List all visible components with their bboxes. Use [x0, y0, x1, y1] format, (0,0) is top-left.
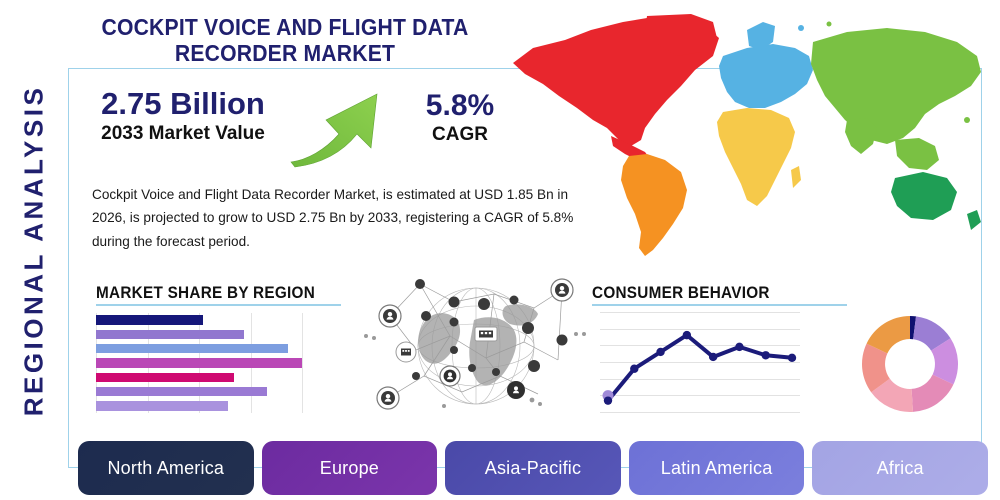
donut-segment: [910, 316, 917, 340]
network-node: [448, 296, 460, 308]
region-button-bar: North America Europe Asia-Pacific Latin Ame…: [78, 441, 988, 495]
server-node: [474, 326, 498, 342]
bar-chart-bar: [96, 358, 302, 368]
market-value-caption: 2033 Market Value: [101, 122, 265, 144]
map-region-uk: [721, 68, 735, 84]
network-node: [492, 368, 500, 376]
network-node: [376, 386, 400, 410]
bar-chart-gridline: [302, 313, 303, 413]
map-island: [964, 117, 970, 123]
line-chart-marker: [656, 347, 665, 357]
bar-chart-bar: [96, 315, 204, 325]
bar-chart-bar: [96, 329, 245, 340]
side-label-text: REGIONAL ANALYSIS: [18, 84, 49, 416]
network-node: [421, 311, 431, 321]
network-node: [507, 381, 525, 399]
map-region-asia: [811, 28, 981, 144]
line-chart-gridline: [600, 412, 800, 413]
network-node: [556, 334, 568, 346]
cagr-value: 5.8%: [425, 89, 495, 122]
growth-arrow-icon: [290, 93, 378, 168]
map-region-europe: [719, 44, 813, 108]
line-chart-gridline: [600, 378, 800, 380]
network-node: [522, 322, 534, 334]
global-network-icon: [364, 278, 586, 410]
line-chart-gridline: [600, 328, 800, 330]
network-node: [415, 279, 425, 289]
server-node: [395, 341, 417, 363]
line-chart-plot: [602, 330, 797, 405]
region-button-asia-pacific[interactable]: Asia-Pacific: [445, 441, 621, 495]
donut-segment: [866, 316, 910, 354]
map-region-africa: [717, 108, 795, 206]
map-region-australia: [891, 172, 957, 220]
line-chart-marker: [761, 351, 770, 360]
donut-segment: [931, 338, 958, 385]
map-region-southeast-asia: [895, 138, 939, 170]
consumer-behavior-title-rule: [592, 304, 847, 306]
market-segment-donut-chart: [862, 316, 958, 412]
donut-segment: [911, 374, 954, 412]
donut-segment: [871, 378, 914, 412]
market-value: 2.75 Billion: [101, 86, 265, 121]
network-node: [450, 346, 458, 354]
line-chart-gridline: [600, 395, 800, 397]
line-chart-gridline: [600, 362, 800, 363]
consumer-behavior-section-title: CONSUMER BEHAVIOR: [592, 283, 770, 302]
bar-chart-bar: [96, 372, 235, 383]
network-node: [439, 365, 461, 387]
regional-analysis-side-label: REGIONAL ANALYSIS: [8, 0, 60, 500]
bar-chart-bar: [96, 386, 267, 397]
map-region-greenland: [645, 14, 717, 56]
map-island: [798, 25, 804, 31]
network-node: [412, 372, 420, 380]
network-node: [509, 295, 519, 305]
market-share-section-title: MARKET SHARE BY REGION: [96, 283, 316, 302]
cagr-caption: CAGR: [432, 123, 488, 145]
consumer-behavior-line-chart: [600, 312, 800, 413]
market-value-block: 2.75 Billion 2033 Market Value: [88, 86, 278, 145]
page-title: COCKPIT VOICE AND FLIGHT DATA RECORDER M…: [101, 14, 469, 67]
map-region-india: [845, 118, 877, 154]
network-node: [449, 317, 459, 327]
network-node: [528, 360, 540, 372]
map-island: [826, 21, 832, 27]
market-share-bar-chart: [96, 313, 303, 413]
kpi-row: 2.75 Billion 2033 Market Value 5.8% CAGR: [80, 86, 510, 168]
world-map-icon: [513, 14, 981, 256]
map-region-scandinavia: [747, 22, 775, 50]
bar-chart-bar: [96, 401, 228, 411]
donut-segment: [862, 343, 890, 393]
region-button-europe[interactable]: Europe: [261, 441, 438, 495]
market-description: Cockpit Voice and Flight Data Recorder M…: [92, 187, 574, 249]
region-button-africa[interactable]: Africa: [812, 441, 988, 495]
line-chart-series: [606, 333, 794, 403]
network-node: [468, 364, 476, 372]
network-node: [378, 304, 402, 328]
map-region-south-america: [621, 154, 687, 256]
cagr-block: 5.8% CAGR: [400, 90, 520, 146]
bar-chart-bar: [96, 343, 288, 354]
line-chart-marker: [603, 396, 613, 405]
line-chart-gridline: [600, 312, 800, 313]
donut-segment: [913, 316, 951, 351]
region-button-north-america[interactable]: North America: [78, 441, 254, 495]
network-node: [550, 278, 574, 302]
line-chart-marker: [682, 330, 692, 340]
map-region-new-zealand: [967, 210, 981, 230]
network-node: [478, 298, 490, 310]
market-share-title-rule: [96, 304, 341, 306]
line-chart-marker: [630, 364, 639, 373]
map-region-madagascar: [791, 166, 801, 188]
line-chart-marker: [708, 352, 718, 362]
line-chart-marker: [735, 342, 744, 352]
line-chart-marker: [787, 353, 797, 362]
region-button-latin-america[interactable]: Latin America: [628, 441, 805, 495]
